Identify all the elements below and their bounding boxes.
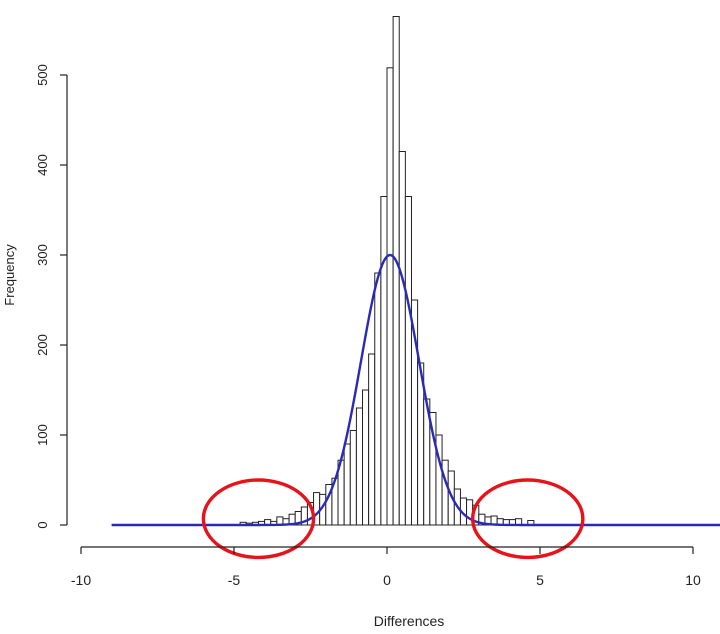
y-axis-label: Frequency	[2, 244, 17, 306]
histogram-bar	[380, 196, 388, 526]
y-tick-label: 100	[35, 424, 50, 446]
histogram-bar	[398, 151, 406, 526]
histogram-bar	[386, 67, 394, 526]
y-tick-label: 300	[35, 244, 50, 266]
x-axis-label: Differences	[374, 613, 445, 629]
y-axis-ticks: 0 100 200 300 400 500	[35, 64, 67, 529]
normal-curve	[111, 253, 720, 527]
highlight-ellipse	[201, 478, 316, 560]
y-tick-label: 200	[35, 334, 50, 356]
highlight-ellipses	[201, 478, 585, 560]
x-tick-label: 5	[536, 572, 544, 588]
histogram-bars	[239, 16, 535, 526]
histogram-bar	[343, 443, 351, 526]
y-tick-label: 500	[35, 64, 50, 86]
highlight-ellipse	[470, 478, 585, 560]
x-tick-label: 10	[685, 572, 701, 588]
histogram-bar	[374, 272, 382, 526]
x-tick-label: -10	[71, 572, 91, 588]
histogram-bar	[362, 389, 370, 526]
x-tick-label: 0	[383, 572, 391, 588]
histogram-bar	[349, 430, 357, 526]
histogram-bar	[368, 353, 376, 526]
histogram-bar	[404, 196, 412, 526]
histogram-bar	[355, 407, 364, 526]
y-tick-label: 400	[35, 154, 50, 176]
x-axis-ticks: -10 -5 0 5 10	[71, 547, 701, 588]
histogram-bar	[392, 16, 400, 526]
x-tick-label: -5	[228, 572, 241, 588]
y-tick-label: 0	[35, 521, 50, 528]
